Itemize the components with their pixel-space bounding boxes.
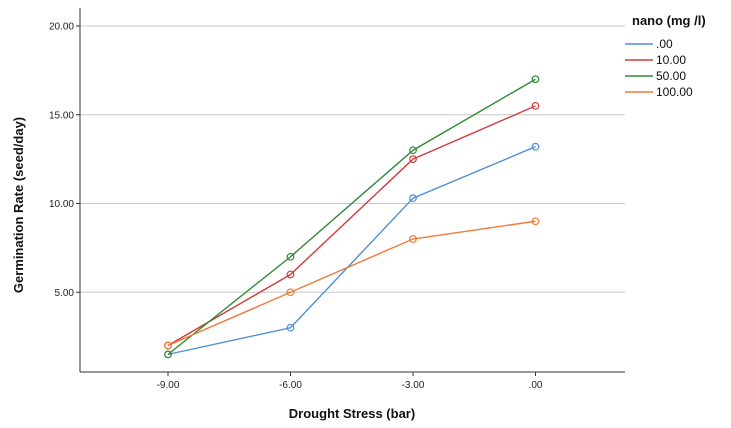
series-line — [167, 78, 536, 355]
series-line — [167, 146, 536, 356]
x-tick-label: -9.00 — [157, 380, 180, 391]
y-tick-label: 15.00 — [49, 110, 74, 121]
data-point — [409, 194, 417, 203]
y-tick-labels: 5.00 10.00 15.00 20.00 — [49, 22, 74, 299]
y-axis-title: Germination Rate (seed/day) — [11, 117, 26, 293]
series-2 — [164, 75, 540, 359]
legend-label: .00 — [656, 37, 673, 51]
x-tick-labels: -9.00 -6.00 -3.00 .00 — [157, 380, 543, 391]
data-point — [531, 75, 540, 84]
data-point — [286, 252, 295, 261]
data-point — [409, 146, 417, 155]
data-point — [286, 270, 295, 279]
legend-label: 10.00 — [656, 53, 686, 67]
data-point — [531, 217, 540, 226]
data-point — [531, 101, 540, 110]
legend-label: 100.00 — [656, 85, 693, 99]
data-point — [164, 341, 172, 350]
x-tick-label: -3.00 — [402, 380, 425, 391]
y-tick-label: 5.00 — [55, 288, 75, 299]
data-point — [286, 323, 295, 332]
data-point — [531, 142, 540, 151]
y-tick-label: 10.00 — [49, 199, 74, 210]
series-0 — [164, 142, 540, 359]
series-line — [167, 105, 536, 347]
x-tick-label: .00 — [529, 380, 543, 391]
x-axis-title: Drought Stress (bar) — [289, 406, 415, 421]
data-point — [409, 155, 417, 164]
legend-label: 50.00 — [656, 69, 686, 83]
grid-lines — [80, 25, 625, 293]
series-line — [167, 220, 536, 347]
y-tick-label: 20.00 — [49, 22, 74, 33]
series-lines — [164, 75, 540, 359]
data-point — [409, 235, 417, 243]
legend-title: nano (mg /l) — [632, 13, 706, 28]
data-point — [164, 350, 172, 359]
axes — [76, 8, 625, 376]
x-tick-label: -6.00 — [279, 380, 302, 391]
data-point — [286, 288, 295, 297]
legend: nano (mg /l) .00 10.00 50.00 100.00 — [625, 13, 706, 99]
series-3 — [164, 217, 540, 350]
